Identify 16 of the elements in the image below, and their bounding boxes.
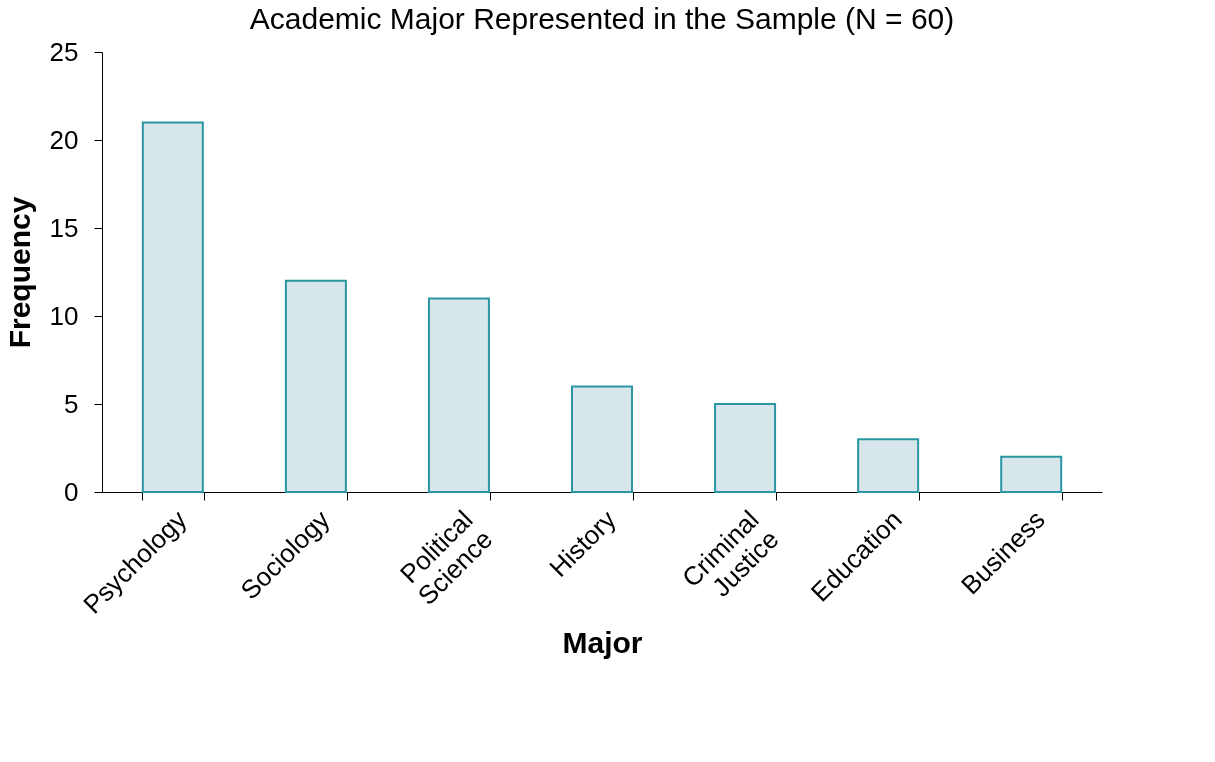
bar (857, 438, 920, 493)
bar (714, 403, 777, 493)
bar (427, 297, 490, 493)
y-axis-title: Frequency (2, 196, 36, 349)
y-tick-label: 0 (64, 476, 79, 507)
chart-title: Academic Major Represented in the Sample (N = 60) (249, 2, 955, 35)
bar (141, 121, 204, 493)
bar (1000, 455, 1063, 493)
bar (571, 385, 633, 493)
bar (284, 279, 347, 493)
y-tick-label: 20 (49, 124, 79, 155)
y-tick-label: 15 (49, 212, 79, 243)
y-tick-label: 5 (64, 388, 79, 419)
x-axis-title: Major (562, 625, 643, 659)
y-tick-label: 10 (49, 300, 79, 331)
y-tick-label: 25 (49, 36, 79, 67)
